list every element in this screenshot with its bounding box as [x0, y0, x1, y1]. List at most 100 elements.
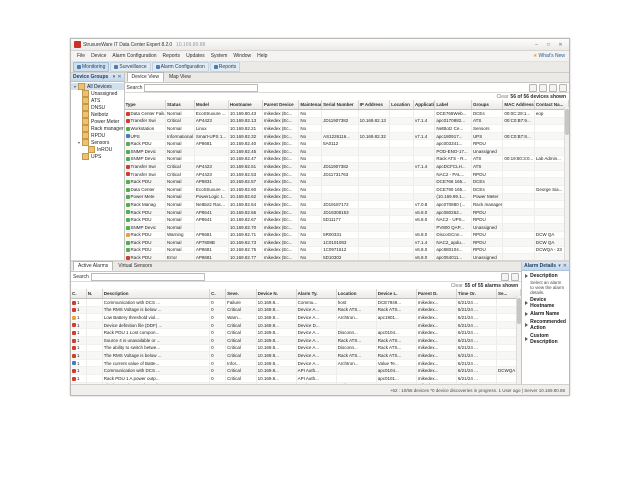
tree-node-rpdu[interactable]: RPDU	[71, 132, 124, 139]
perspective-monitoring[interactable]: Monitoring	[73, 62, 110, 72]
table-row[interactable]: 1 The RMS Voltage is below ... 0 Critical 10…	[71, 306, 522, 315]
alarm-table-body[interactable]: 1 Communication with DCS ... 0 Failure 10.16…	[71, 298, 522, 384]
perspective-alarm-configuration[interactable]: Alarm Configuration	[151, 62, 209, 72]
device-col-4[interactable]: Parent Device	[262, 100, 300, 110]
minimize-button[interactable]: –	[535, 41, 538, 48]
device-col-10[interactable]: Label	[434, 100, 472, 110]
tab-virtual-sensors[interactable]: Virtual Sensors	[118, 263, 153, 269]
alarm-table-scrollbar[interactable]	[516, 296, 522, 384]
alarm-col-9[interactable]: Parent D.	[416, 289, 457, 299]
tree-node-netbotz[interactable]: Netbotz	[71, 111, 124, 118]
table-row[interactable]: Rack PDU Normal AP8681 10.169.82.75 mikedex …	[124, 246, 570, 255]
table-row[interactable]: 1 Communication with DCS ... 0 Failure 10.16…	[71, 298, 522, 307]
table-row[interactable]: 1 Rack PDU 1 Lost compon... 0 Critical 10.16…	[71, 328, 522, 337]
tree-node-ats[interactable]: ATS	[71, 97, 124, 104]
device-col-3[interactable]: Hostname	[228, 100, 263, 110]
table-row[interactable]: Rack PDU Normal AP8681 10.169.82.40 mikedex …	[124, 139, 570, 148]
table-row[interactable]: 1 The ability to switch betwe... 0 Critical…	[71, 344, 522, 353]
details-section-recommended-action[interactable]: Recommended Action	[525, 319, 566, 331]
menu-system[interactable]: System	[210, 53, 228, 59]
tree-twisty-icon[interactable]: ▾	[78, 140, 81, 145]
alarm-col-11[interactable]: Se...	[496, 289, 522, 299]
pane-close-icon[interactable]: ✕	[117, 74, 122, 80]
table-row[interactable]: Rack PDU Normal AP8641 10.169.82.67 mikedex …	[124, 215, 570, 224]
alarm-col-1[interactable]: N.	[86, 289, 103, 299]
table-row[interactable]: 1 Device definition file (DDF) ... 0 Critic…	[71, 321, 522, 330]
alarm-col-6[interactable]: Alarm Ty.	[296, 289, 337, 299]
menu-updates[interactable]: Updates	[186, 53, 205, 59]
table-row[interactable]: Workstation Normal Linux 10.169.82.21 mikede…	[124, 124, 570, 133]
device-col-1[interactable]: Status	[165, 100, 195, 110]
details-section-device-hostname[interactable]: Device Hostname	[525, 297, 566, 309]
menu-file[interactable]: File	[77, 53, 86, 59]
menu-reports[interactable]: Reports	[162, 53, 181, 59]
device-col-0[interactable]: Type	[124, 100, 166, 110]
alarm-col-0[interactable]: C.	[71, 289, 87, 299]
tree-node-rack-manager[interactable]: Rack manager	[71, 125, 124, 132]
close-button[interactable]: ✕	[558, 41, 563, 48]
device-search-input[interactable]	[144, 83, 259, 92]
device-col-12[interactable]: MAC Address	[502, 100, 535, 110]
table-row[interactable]: Data Center FailureNormalEcoStruxure ...…	[124, 109, 570, 118]
device-groups-tree[interactable]: ▾ All Devices Unassigned ATS DNSU Netbotz Powe…	[71, 82, 124, 260]
details-menu-icon[interactable]: ▾	[558, 263, 561, 269]
whats-new-link[interactable]: ★ What's New	[533, 53, 565, 59]
tab-map-view[interactable]: Map View	[168, 74, 191, 80]
table-row[interactable]: 1 The RMS Voltage is below ... 0 Critical 10…	[71, 351, 522, 360]
refresh-icon[interactable]	[559, 83, 568, 92]
device-clear-button[interactable]: Clear	[496, 93, 509, 100]
alarm-col-10[interactable]: Time Or.	[456, 289, 497, 299]
table-row[interactable]: Rack PDU Normal AP8831 10.169.82.57 mikedex …	[124, 177, 570, 186]
acknowledge-icon[interactable]	[501, 272, 510, 281]
tree-node-dnsu[interactable]: DNSU	[71, 104, 124, 111]
table-row[interactable]: Rack PDU Warning AP8681 10.169.82.71 mikedex…	[124, 231, 570, 240]
alarm-clear-button[interactable]: Clear	[450, 282, 463, 289]
table-row[interactable]: Rack Manag Normal NetBotz Rac... 10.169.82.…	[124, 200, 570, 209]
alarm-col-5[interactable]: Device N.	[256, 289, 297, 299]
table-row[interactable]: Rack PDU Error AP8681 10.169.82.77 mikedex (…	[124, 253, 570, 260]
device-col-13[interactable]: Contact Na...	[534, 100, 570, 110]
table-row[interactable]: SNMP Devic Normal 10.169.82.45 mikedex (Ec.…	[124, 147, 570, 156]
device-col-8[interactable]: Location	[389, 100, 415, 110]
table-row[interactable]: Power Mete Normal PowerLogic I... 10.169.82…	[124, 193, 570, 202]
alarm-search-input[interactable]	[90, 272, 205, 281]
menu-window[interactable]: Window	[233, 53, 252, 59]
table-row[interactable]: Data Center Normal EcoStruxure ... 10.169.8…	[124, 185, 570, 194]
table-row[interactable]: 1 Low Battery threshold viol... 0 Warn... 10…	[71, 313, 522, 322]
device-col-2[interactable]: Model	[194, 100, 229, 110]
tree-twisty-icon[interactable]: ▾	[74, 84, 77, 89]
details-section-description[interactable]: Description	[525, 273, 566, 279]
alarm-col-4[interactable]: Seve.	[225, 289, 257, 299]
tree-node-all-devices[interactable]: ▾ All Devices	[71, 83, 124, 90]
filter-icon[interactable]	[539, 83, 548, 92]
table-row[interactable]: 1 Communication with DCS ... 0 Critical 10.1…	[71, 366, 522, 375]
table-row[interactable]: Rack PDU Normal AP7808B 10.169.82.73 mikedex…	[124, 238, 570, 247]
alarm-col-7[interactable]: Location	[336, 289, 377, 299]
menu-alarm-configuration[interactable]: Alarm Configuration	[112, 53, 157, 59]
perspective-surveillance[interactable]: Surveillance	[110, 62, 151, 72]
table-row[interactable]: SNMP Devic Normal 10.169.82.47 mikedex (Ec.…	[124, 155, 570, 164]
columns-icon[interactable]	[549, 83, 558, 92]
device-col-7[interactable]: IP Address	[358, 100, 391, 110]
table-row[interactable]: Transfer Swi Critical AP4423 10.169.82.51 mi…	[124, 162, 570, 171]
device-col-5[interactable]: Maintenance	[298, 100, 323, 110]
device-table-body[interactable]: Data Center FailureNormalEcoStruxure ...…	[124, 109, 570, 260]
details-section-custom-description[interactable]: Custom Description	[525, 333, 566, 345]
table-row[interactable]: 1 Rack PDU 1 A power outp... 0 Critical 10.1…	[71, 374, 522, 383]
alarm-col-2[interactable]: Description	[102, 289, 211, 299]
pane-menu-icon[interactable]: ▾	[112, 74, 116, 80]
table-row[interactable]: UPS Informational Smart-UPS 1... 10.169.82.…	[124, 132, 570, 141]
device-col-9[interactable]: Application	[413, 100, 436, 110]
details-close-icon[interactable]: ✕	[562, 263, 567, 269]
alarm-col-3[interactable]: C.	[209, 289, 227, 299]
add-device-icon[interactable]	[529, 83, 538, 92]
tab-device-view[interactable]: Device View	[126, 72, 164, 82]
tree-node-inrou[interactable]: InROU	[71, 146, 124, 153]
tab-active-alarms[interactable]: Active Alarms	[73, 261, 114, 271]
table-row[interactable]: Rack PDU Normal AP8641 10.169.82.66 mikedex …	[124, 208, 570, 217]
alarm-col-8[interactable]: Device L.	[376, 289, 417, 299]
alarm-scroll-thumb[interactable]	[517, 298, 522, 324]
alarm-filter-icon[interactable]	[511, 272, 520, 281]
table-row[interactable]: 1 The battery is near the end...0Warn...1…	[71, 382, 522, 384]
table-row[interactable]: 1 The current value of Batte... 0 Infor... 1…	[71, 359, 522, 368]
